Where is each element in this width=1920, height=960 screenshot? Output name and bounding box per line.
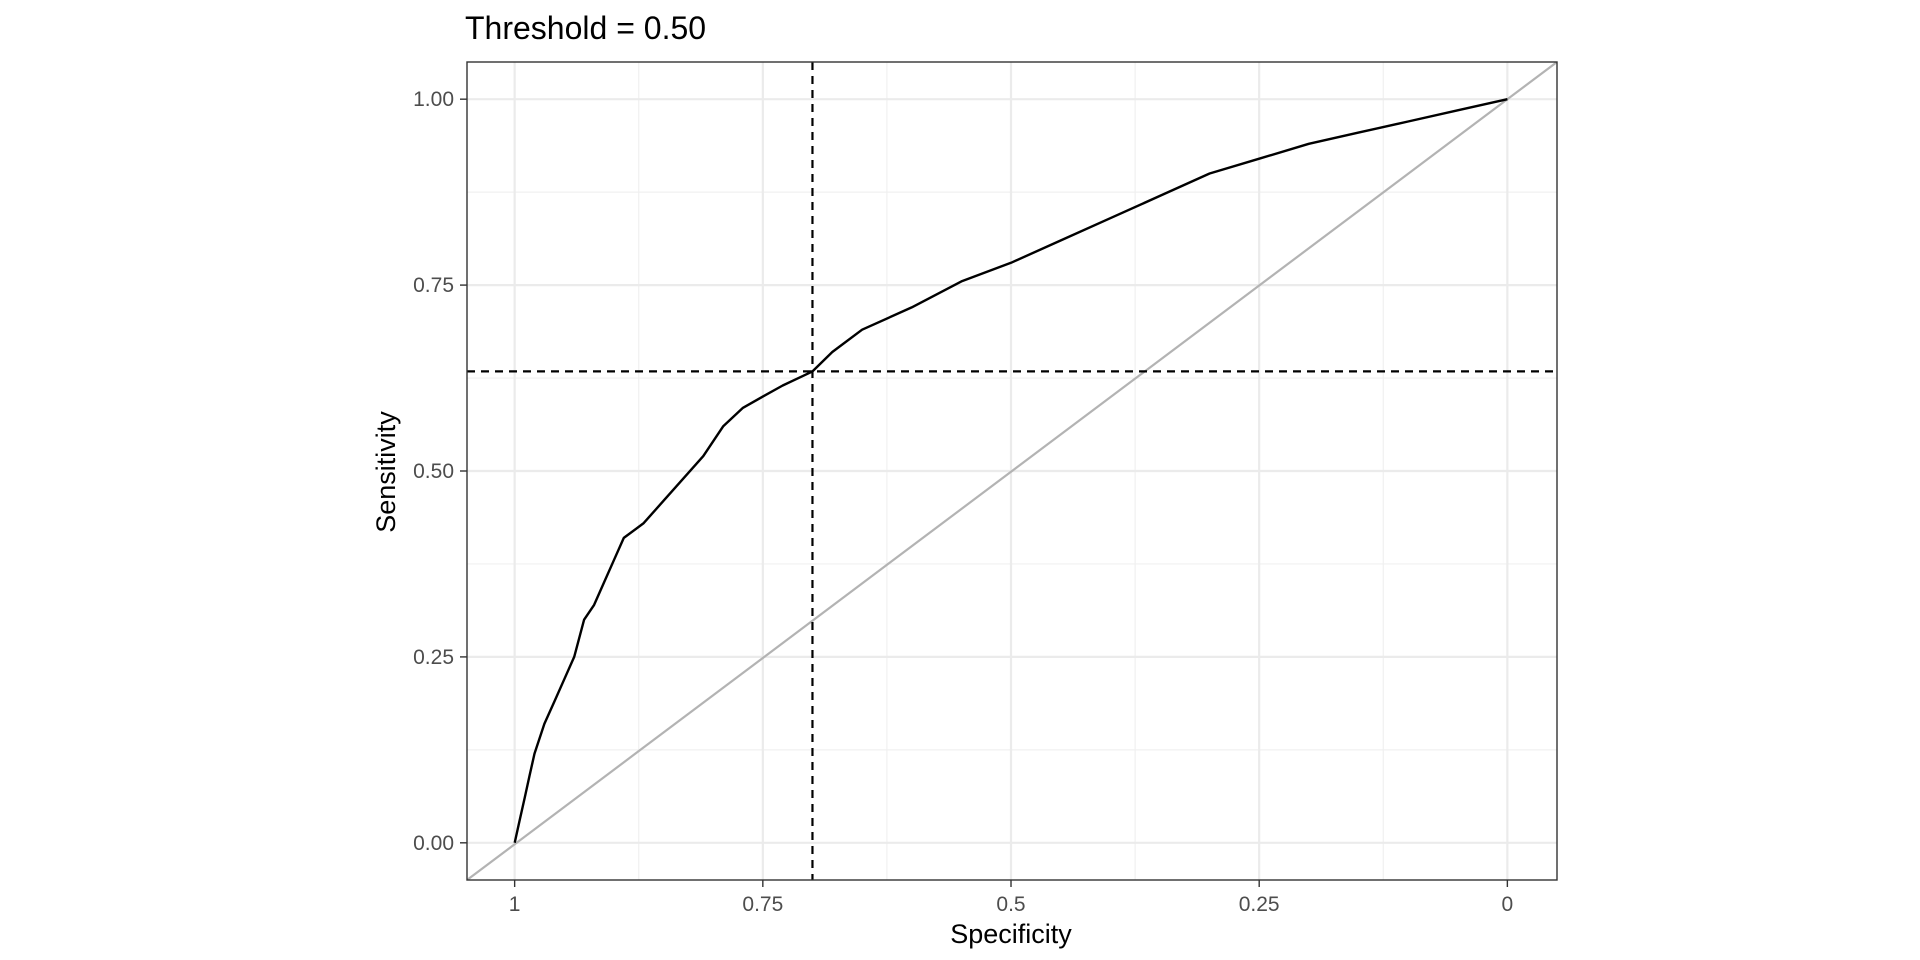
y-tick-label: 0.75 [413, 274, 454, 297]
x-tick-label: 0.25 [1239, 893, 1280, 916]
series-layer [467, 62, 1557, 880]
ticks-layer: 1 0.75 0.5 0.25 0 0.00 0.25 0.50 0.75 1.00 [413, 88, 1513, 916]
y-tick-label: 0.25 [413, 646, 454, 669]
diagonal-reference-line [467, 62, 1557, 880]
chart-title: Threshold = 0.50 [465, 10, 706, 46]
x-tick-label: 0.5 [996, 893, 1025, 916]
grid-major [467, 62, 1557, 880]
y-tick-label: 1.00 [413, 88, 454, 111]
x-axis-title: Specificity [950, 919, 1072, 949]
x-tick-label: 0.75 [742, 893, 783, 916]
y-tick-label: 0.50 [413, 460, 454, 483]
x-tick-label: 0 [1502, 893, 1514, 916]
y-tick-label: 0.00 [413, 832, 454, 855]
threshold-layer [467, 62, 1557, 880]
x-tick-label: 1 [509, 893, 521, 916]
roc-curve [513, 98, 1508, 844]
y-axis-title: Sensitivity [371, 411, 401, 533]
